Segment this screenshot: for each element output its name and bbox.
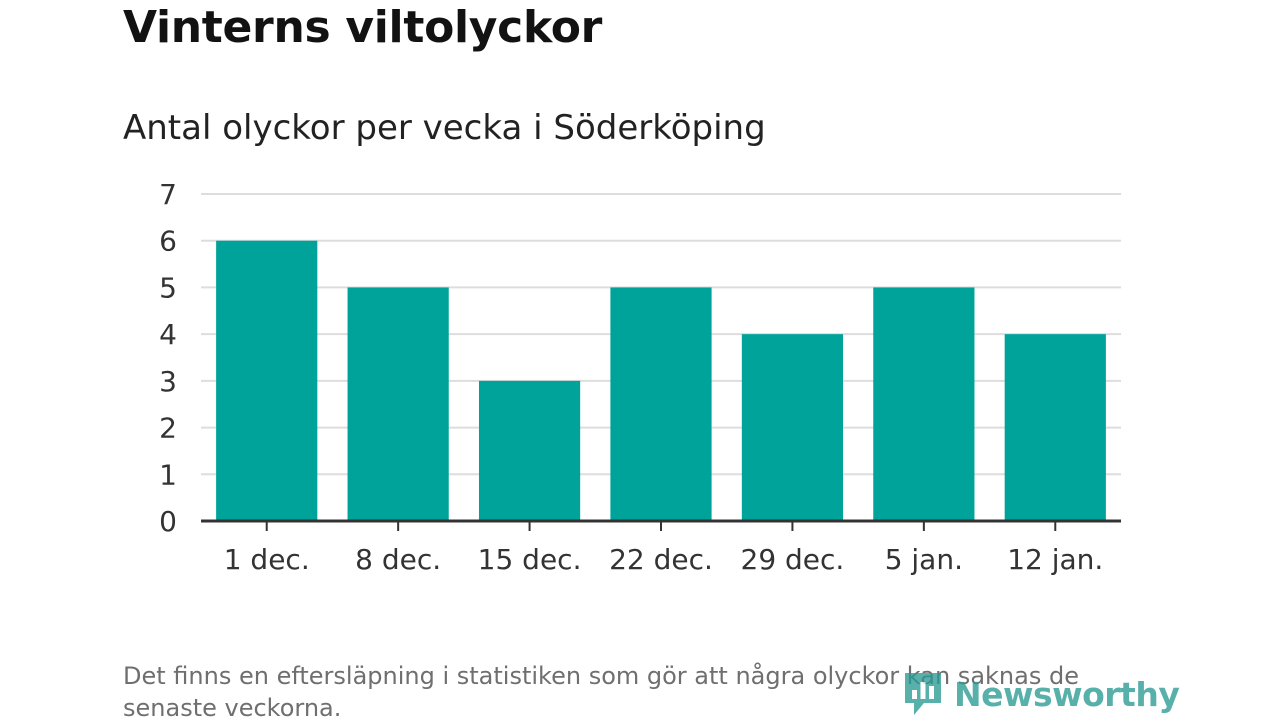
bar: [610, 287, 712, 521]
newsworthy-logo: Newsworthy: [902, 670, 1180, 718]
chart-title: Vinterns viltolyckor: [123, 2, 603, 53]
y-tick-label: 7: [159, 178, 177, 211]
bar: [1004, 334, 1106, 521]
bar: [873, 287, 975, 521]
x-tick-label: 12 jan.: [1007, 543, 1103, 576]
y-tick-label: 3: [159, 365, 177, 398]
chart-subtitle: Antal olyckor per vecka i Söderköping: [123, 108, 766, 148]
newsworthy-logo-text: Newsworthy: [954, 674, 1180, 714]
bar: [216, 240, 318, 521]
x-tick-label: 29 dec.: [741, 543, 845, 576]
y-tick-label: 2: [159, 412, 177, 445]
bar: [741, 334, 844, 521]
y-tick-label: 1: [159, 458, 177, 491]
y-tick-label: 4: [159, 318, 177, 351]
x-tick-label: 15 dec.: [478, 543, 582, 576]
x-tick-label: 8 dec.: [355, 543, 441, 576]
bar: [347, 287, 449, 521]
bar-chart: 0 1 2 3 4 5 6 7 1 dec. 8 dec. 15 dec. 22 dec. 29 dec…: [159, 178, 1121, 576]
x-tick-label: 1 dec.: [224, 543, 310, 576]
bar: [478, 380, 581, 521]
y-tick-label: 6: [159, 225, 177, 258]
y-tick-label: 0: [159, 505, 177, 538]
x-tick-label: 22 dec.: [609, 543, 713, 576]
x-tick-label: 5 jan.: [885, 543, 963, 576]
y-tick-label: 5: [159, 271, 177, 304]
newsworthy-logo-icon: [905, 673, 941, 715]
